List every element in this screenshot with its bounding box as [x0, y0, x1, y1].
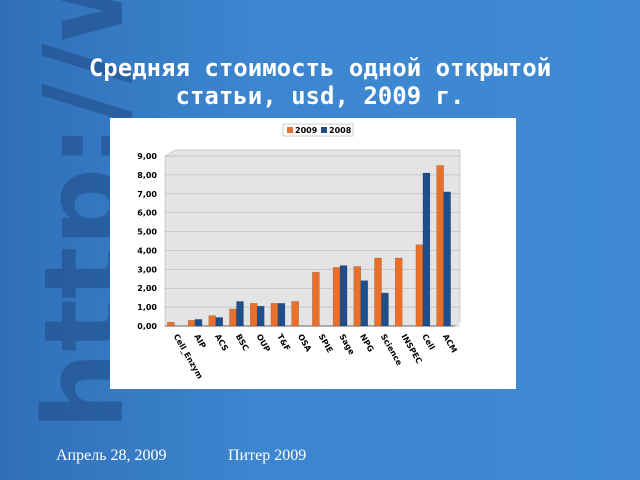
- bar: [236, 301, 244, 327]
- legend-swatch: [287, 127, 293, 133]
- bar: [360, 280, 369, 327]
- bar: [394, 257, 403, 327]
- bar: [194, 319, 203, 327]
- bar: [374, 257, 382, 327]
- y-tick-label: 2,00: [137, 284, 157, 293]
- y-tick-label: 0,00: [137, 322, 157, 331]
- bar: [270, 303, 279, 327]
- bar: [339, 265, 348, 327]
- y-tick-label: 9,00: [137, 152, 157, 161]
- legend-box: [282, 123, 354, 137]
- y-tick-label: 7,00: [137, 190, 157, 199]
- legend-label: 2008: [329, 126, 352, 135]
- bar: [291, 301, 299, 327]
- bar: [249, 303, 258, 327]
- y-tick-label: 5,00: [137, 228, 157, 237]
- legend-swatch: [321, 127, 327, 133]
- bar: [443, 191, 451, 327]
- bar: [215, 317, 224, 327]
- bar: [332, 267, 341, 327]
- y-tick-label: 3,00: [137, 265, 157, 274]
- bar: [353, 266, 362, 327]
- y-tick-label: 8,00: [137, 171, 157, 180]
- bar: [415, 244, 424, 327]
- bar: [277, 303, 286, 327]
- y-tick-label: 6,00: [137, 209, 157, 218]
- y-tick-label: 1,00: [137, 303, 157, 312]
- bar: [312, 271, 320, 327]
- legend-label: 2009: [295, 126, 318, 135]
- footer-event: Питер 2009: [228, 447, 307, 464]
- bar: [167, 321, 175, 327]
- bar: [208, 315, 217, 327]
- bar: [422, 172, 431, 327]
- bar: [187, 320, 196, 327]
- bar: [381, 292, 389, 327]
- bar: [229, 308, 237, 327]
- slide-title: Средняя стоимость одной открытой статьи,…: [88, 54, 552, 110]
- footer-date: Апрель 28, 2009: [56, 447, 167, 464]
- y-tick-label: 4,00: [137, 246, 157, 255]
- bar: [256, 305, 265, 327]
- bar: [436, 165, 444, 327]
